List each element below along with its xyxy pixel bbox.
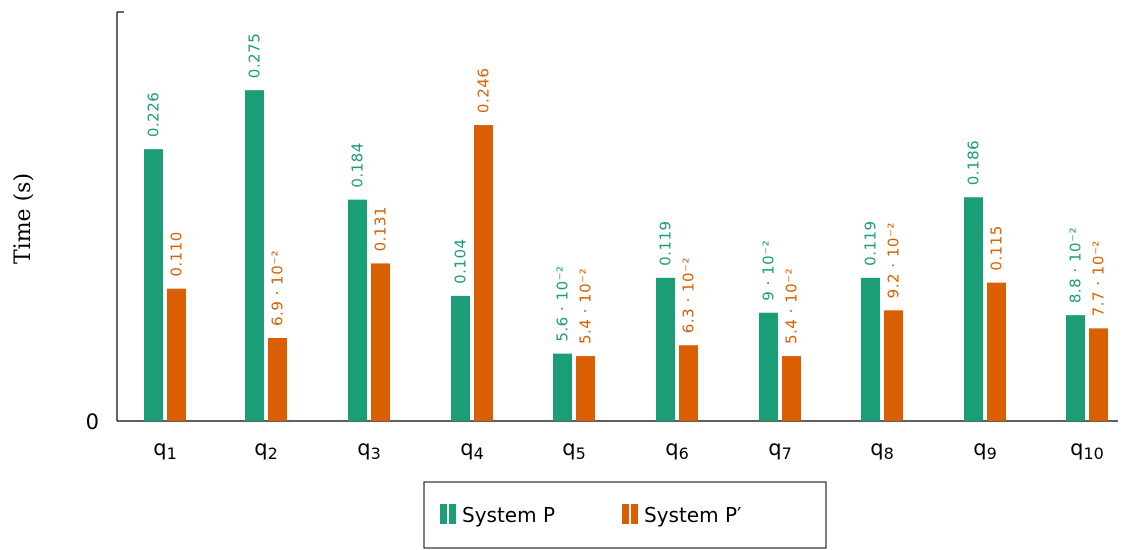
x-tick-label-q9: q9 — [973, 436, 997, 463]
legend-swatch-system-p-prime — [622, 504, 629, 524]
bar-system-p-prime-q2 — [268, 337, 287, 421]
data-label-system-p-prime-q9: 0.115 — [988, 225, 1006, 270]
data-label-system-p-q5: 5.6 · 10⁻² — [554, 265, 572, 341]
x-tick-label-q4: q4 — [460, 436, 484, 463]
bar-system-p-prime-q9 — [987, 282, 1006, 421]
x-tick-label-q8: q8 — [870, 436, 894, 463]
legend-entries: System P System P′ — [440, 503, 742, 527]
data-label-system-p-prime-q7: 5.4 · 10⁻² — [783, 268, 801, 344]
data-label-system-p-q6: 0.119 — [657, 220, 675, 265]
data-label-system-p-prime-q4: 0.246 — [475, 68, 493, 113]
y-tick-label: 0 — [86, 410, 99, 434]
x-tick-label-q1: q1 — [153, 436, 177, 463]
legend-swatch-system-p — [440, 504, 447, 524]
data-label-system-p-q3: 0.184 — [349, 142, 367, 187]
bar-system-p-q2 — [245, 90, 264, 422]
bar-system-p-prime-q10 — [1089, 328, 1108, 421]
x-tick-label-q7: q7 — [768, 436, 792, 463]
x-tick-label-q6: q6 — [665, 436, 689, 463]
bar-system-p-q9 — [964, 197, 983, 421]
data-label-system-p-prime-q2: 6.9 · 10⁻² — [269, 250, 287, 326]
data-label-system-p-prime-q8: 9.2 · 10⁻² — [885, 222, 903, 298]
bar-system-p-prime-q6 — [679, 345, 698, 421]
bar-system-p-prime-q4 — [474, 125, 493, 421]
y-ticks: 0 — [86, 410, 99, 434]
bar-system-p-q7 — [759, 312, 778, 421]
bar-system-p-q8 — [861, 277, 880, 421]
bar-system-p-q6 — [656, 277, 675, 421]
bar-system-p-q4 — [451, 295, 470, 421]
data-label-system-p-prime-q6: 6.3 · 10⁻² — [680, 257, 698, 333]
bars — [144, 90, 1108, 422]
data-label-system-p-prime-q5: 5.4 · 10⁻² — [577, 268, 595, 344]
bar-system-p-prime-q3 — [371, 263, 390, 421]
data-label-system-p-prime-q3: 0.131 — [372, 206, 390, 251]
x-tick-label-q10: q10 — [1070, 436, 1104, 463]
bar-system-p-q5 — [553, 353, 572, 421]
data-label-system-p-q9: 0.186 — [965, 140, 983, 185]
data-labels: 0.226 0.110 0.275 6.9 · 10⁻² 0.184 0.131 0.104… — [145, 33, 1108, 344]
bar-system-p-prime-q7 — [782, 356, 801, 421]
y-axis-title: Time (s) — [11, 173, 36, 264]
legend-label-system-p: System P — [462, 503, 555, 527]
bar-system-p-prime-q5 — [576, 356, 595, 421]
data-label-system-p-q7: 9 · 10⁻² — [760, 240, 778, 301]
bar-system-p-q10 — [1066, 315, 1085, 421]
legend-swatch-system-p-prime-b — [631, 504, 638, 524]
data-label-system-p-q10: 8.8 · 10⁻² — [1067, 227, 1085, 303]
data-label-system-p-prime-q10: 7.7 · 10⁻² — [1090, 240, 1108, 316]
x-tick-label-q5: q5 — [562, 436, 586, 463]
x-tick-label-q3: q3 — [357, 436, 381, 463]
x-ticks: q1 q2 q3 q4 q5 q6 q7 q8 q9 q10 — [153, 436, 1104, 463]
data-label-system-p-q4: 0.104 — [452, 238, 470, 283]
x-tick-label-q2: q2 — [254, 436, 278, 463]
bar-system-p-prime-q1 — [167, 288, 186, 421]
legend-swatch-system-p-b — [449, 504, 456, 524]
bar-system-p-prime-q8 — [884, 310, 903, 421]
bar-system-p-q1 — [144, 149, 163, 421]
data-label-system-p-q8: 0.119 — [862, 220, 880, 265]
legend: System P System P′ — [423, 481, 827, 549]
data-label-system-p-q1: 0.226 — [145, 92, 163, 137]
data-label-system-p-q2: 0.275 — [246, 33, 264, 78]
legend-label-system-p-prime: System P′ — [644, 503, 742, 527]
data-label-system-p-prime-q1: 0.110 — [168, 231, 186, 276]
bar-system-p-q3 — [348, 199, 367, 421]
